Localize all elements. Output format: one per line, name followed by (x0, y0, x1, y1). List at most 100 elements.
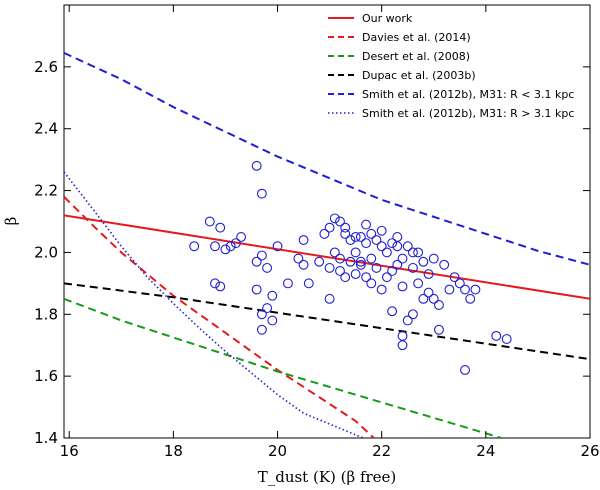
scatter-point (402, 315, 413, 326)
scatter-point (355, 256, 366, 267)
legend-label: Dupac et al. (2003b) (362, 69, 476, 82)
scatter-point (324, 222, 335, 233)
scatter-point (215, 281, 226, 292)
scatter-point (376, 241, 387, 252)
legend-label: Smith et al. (2012b), M31: R < 3.1 kpc (362, 88, 574, 101)
scatter-point (381, 272, 392, 283)
scatter-point (256, 250, 267, 261)
scatter-point (189, 241, 200, 252)
scatter-point (340, 272, 351, 283)
scatter-point (262, 303, 273, 314)
scatter-point (210, 278, 220, 289)
legend-label: Davies et al. (2014) (362, 31, 471, 44)
y-tick-label: 1.8 (34, 305, 58, 323)
x-tick-label: 20 (268, 442, 287, 460)
scatter-point (256, 309, 267, 320)
scatter-point (460, 284, 470, 295)
series-line-5 (64, 52, 590, 266)
scatter-point (314, 256, 325, 267)
scatter-point (366, 228, 377, 239)
axes: 16 18 20 22 24 26 1.4 1.6 1.8 2.0 2.2 2.4 2.6 (34, 5, 600, 460)
scatter-point (236, 232, 247, 242)
plot-frame (63, 4, 591, 439)
scatter-point (366, 278, 377, 289)
y-tick-label: 1.4 (34, 429, 58, 447)
y-tick-label: 2.4 (34, 120, 58, 138)
scatter-point (267, 290, 278, 301)
scatter-point (361, 219, 372, 230)
series-line-2 (64, 196, 375, 438)
scatter-point (407, 247, 418, 258)
scatter-point (397, 330, 408, 341)
scatter-point (298, 235, 309, 246)
legend-label: Smith et al. (2012b), M31: R > 3.1 kpc (362, 107, 574, 120)
scatter-point (413, 247, 424, 258)
scatter-point (225, 241, 236, 252)
scatter-point (350, 247, 361, 258)
scatter-point (335, 216, 345, 227)
scatter-point (418, 256, 429, 267)
scatter-point (220, 244, 231, 255)
scatter-point (215, 222, 226, 233)
series-line-1 (64, 214, 590, 300)
scatter-point (387, 266, 398, 276)
y-tick-label: 2.2 (34, 182, 58, 200)
legend: Our work Davies et al. (2014) Desert et al… (328, 12, 574, 120)
series-line-4 (64, 282, 590, 361)
scatter-point (491, 330, 502, 341)
scatter-point (329, 247, 340, 258)
scatter-point (392, 241, 403, 252)
scatter-point (366, 253, 377, 264)
scatter-point (230, 238, 241, 249)
scatter-point (428, 253, 439, 264)
scatter-point (345, 256, 356, 267)
scatter-point (303, 278, 314, 289)
x-tick-label: 26 (580, 442, 599, 460)
scatter-point (350, 269, 361, 280)
legend-label: Desert et al. (2008) (362, 50, 470, 63)
scatter-point (392, 259, 403, 270)
scatter-point (329, 213, 340, 224)
scatter-points (189, 160, 512, 375)
scatter-point (361, 272, 372, 283)
scatter-point (345, 235, 356, 246)
scatter-point (210, 241, 220, 252)
scatter-point (407, 262, 418, 273)
legend-label: Our work (362, 12, 413, 25)
scatter-point (319, 228, 330, 239)
scatter-point (371, 235, 382, 246)
scatter-point (262, 262, 273, 273)
scatter-point (439, 259, 450, 270)
scatter-point (465, 293, 476, 304)
scatter-point (460, 365, 470, 375)
scatter-point (293, 253, 304, 264)
scatter-point (397, 281, 408, 292)
scatter-point (428, 293, 439, 304)
series-line-3 (64, 297, 502, 438)
scatter-point (272, 241, 283, 252)
x-tick-label: 22 (372, 442, 391, 460)
scatter-point (355, 232, 366, 242)
scatter-point (371, 262, 382, 273)
scatter-point (407, 309, 418, 320)
scatter-point (434, 324, 444, 335)
scatter-point (413, 278, 424, 289)
scatter-point (387, 306, 398, 317)
y-axis-label: β (2, 217, 20, 226)
scatter-point (449, 272, 460, 283)
y-tick-label: 1.6 (34, 367, 58, 385)
scatter-point (355, 259, 366, 270)
scatter-point (434, 300, 444, 310)
scatter-point (324, 293, 335, 304)
plot-area (63, 4, 591, 439)
scatter-point (340, 222, 351, 233)
scatter-point (418, 293, 429, 304)
scatter-point (350, 232, 361, 242)
scatter-point (256, 324, 267, 335)
x-tick-label: 16 (60, 442, 79, 460)
scatter-point (251, 160, 262, 171)
scatter-point (470, 284, 481, 295)
scatter-point (340, 228, 351, 239)
y-tick-label: 2.6 (34, 58, 58, 76)
scatter-point (324, 262, 335, 273)
